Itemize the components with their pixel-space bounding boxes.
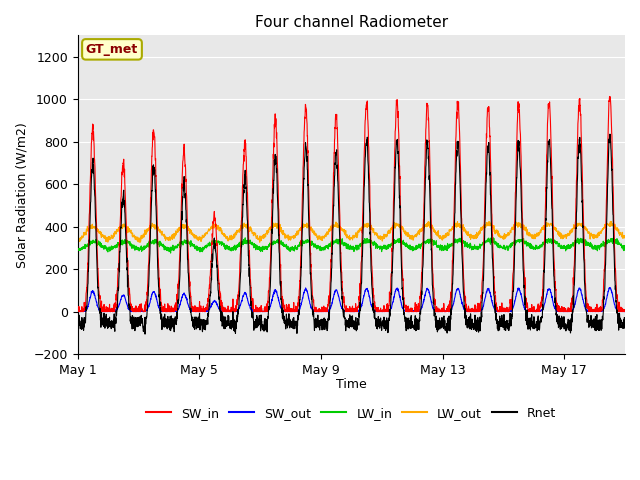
X-axis label: Time: Time — [336, 378, 367, 391]
Legend: SW_in, SW_out, LW_in, LW_out, Rnet: SW_in, SW_out, LW_in, LW_out, Rnet — [141, 402, 561, 425]
Title: Four channel Radiometer: Four channel Radiometer — [255, 15, 448, 30]
Text: GT_met: GT_met — [86, 43, 138, 56]
Y-axis label: Solar Radiation (W/m2): Solar Radiation (W/m2) — [15, 122, 28, 267]
